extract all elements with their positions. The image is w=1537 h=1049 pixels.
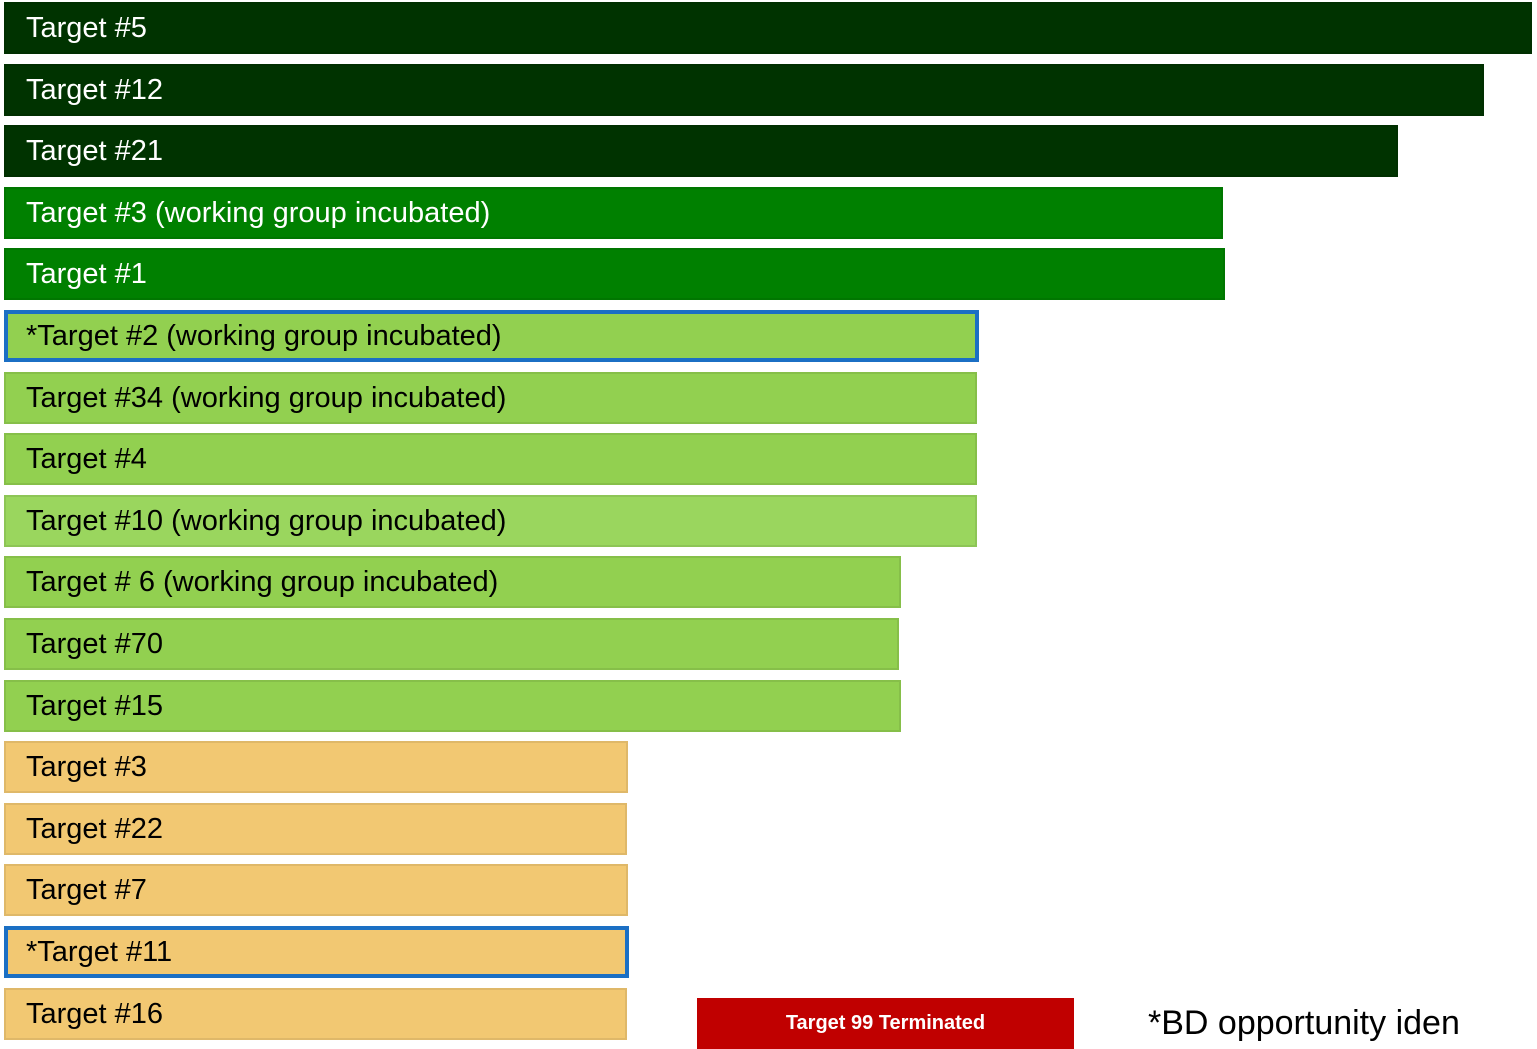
bar: Target #21: [4, 125, 1398, 177]
terminated-target-box: Target 99 Terminated: [697, 998, 1074, 1049]
bar-label: *Target #11: [26, 935, 173, 968]
bar: Target #3 (working group incubated): [4, 187, 1223, 239]
bar-label: Target #70: [26, 627, 164, 660]
bar: Target #16: [4, 988, 627, 1040]
bar: Target #15: [4, 680, 901, 732]
bar-label: Target #34 (working group incubated): [26, 381, 507, 414]
bar: *Target #11: [4, 926, 629, 978]
bar: Target #70: [4, 618, 899, 670]
bar-label: Target #7: [26, 873, 147, 906]
bar: Target # 6 (working group incubated): [4, 556, 901, 608]
bar: Target #12: [4, 64, 1484, 116]
bar-label: Target #15: [26, 689, 164, 722]
bar-label: Target #3 (working group incubated): [26, 196, 491, 229]
bar: *Target #2 (working group incubated): [4, 310, 979, 362]
bar-label: Target #22: [26, 812, 164, 845]
bar: Target #7: [4, 864, 628, 916]
bar-label: Target # 6 (working group incubated): [26, 565, 499, 598]
bar-label: *Target #2 (working group incubated): [26, 319, 502, 352]
bar: Target #10 (working group incubated): [4, 495, 977, 547]
bar-label: Target #21: [26, 134, 164, 167]
bar: Target #1: [4, 248, 1225, 300]
bar: Target #4: [4, 433, 977, 485]
bar: Target #5: [4, 2, 1532, 54]
footnote: *BD opportunity iden: [1148, 1004, 1460, 1042]
bar-label: Target #12: [26, 73, 164, 106]
bar: Target #34 (working group incubated): [4, 372, 977, 424]
bar-label: Target #10 (working group incubated): [26, 504, 507, 537]
bar-label: Target #5: [26, 11, 147, 44]
bar-label: Target #16: [26, 997, 164, 1030]
bar-label: Target #1: [26, 257, 147, 290]
bar-label: Target #4: [26, 442, 147, 475]
bar: Target #22: [4, 803, 627, 855]
bar-label: Target #3: [26, 750, 147, 783]
bar: Target #3: [4, 741, 628, 793]
